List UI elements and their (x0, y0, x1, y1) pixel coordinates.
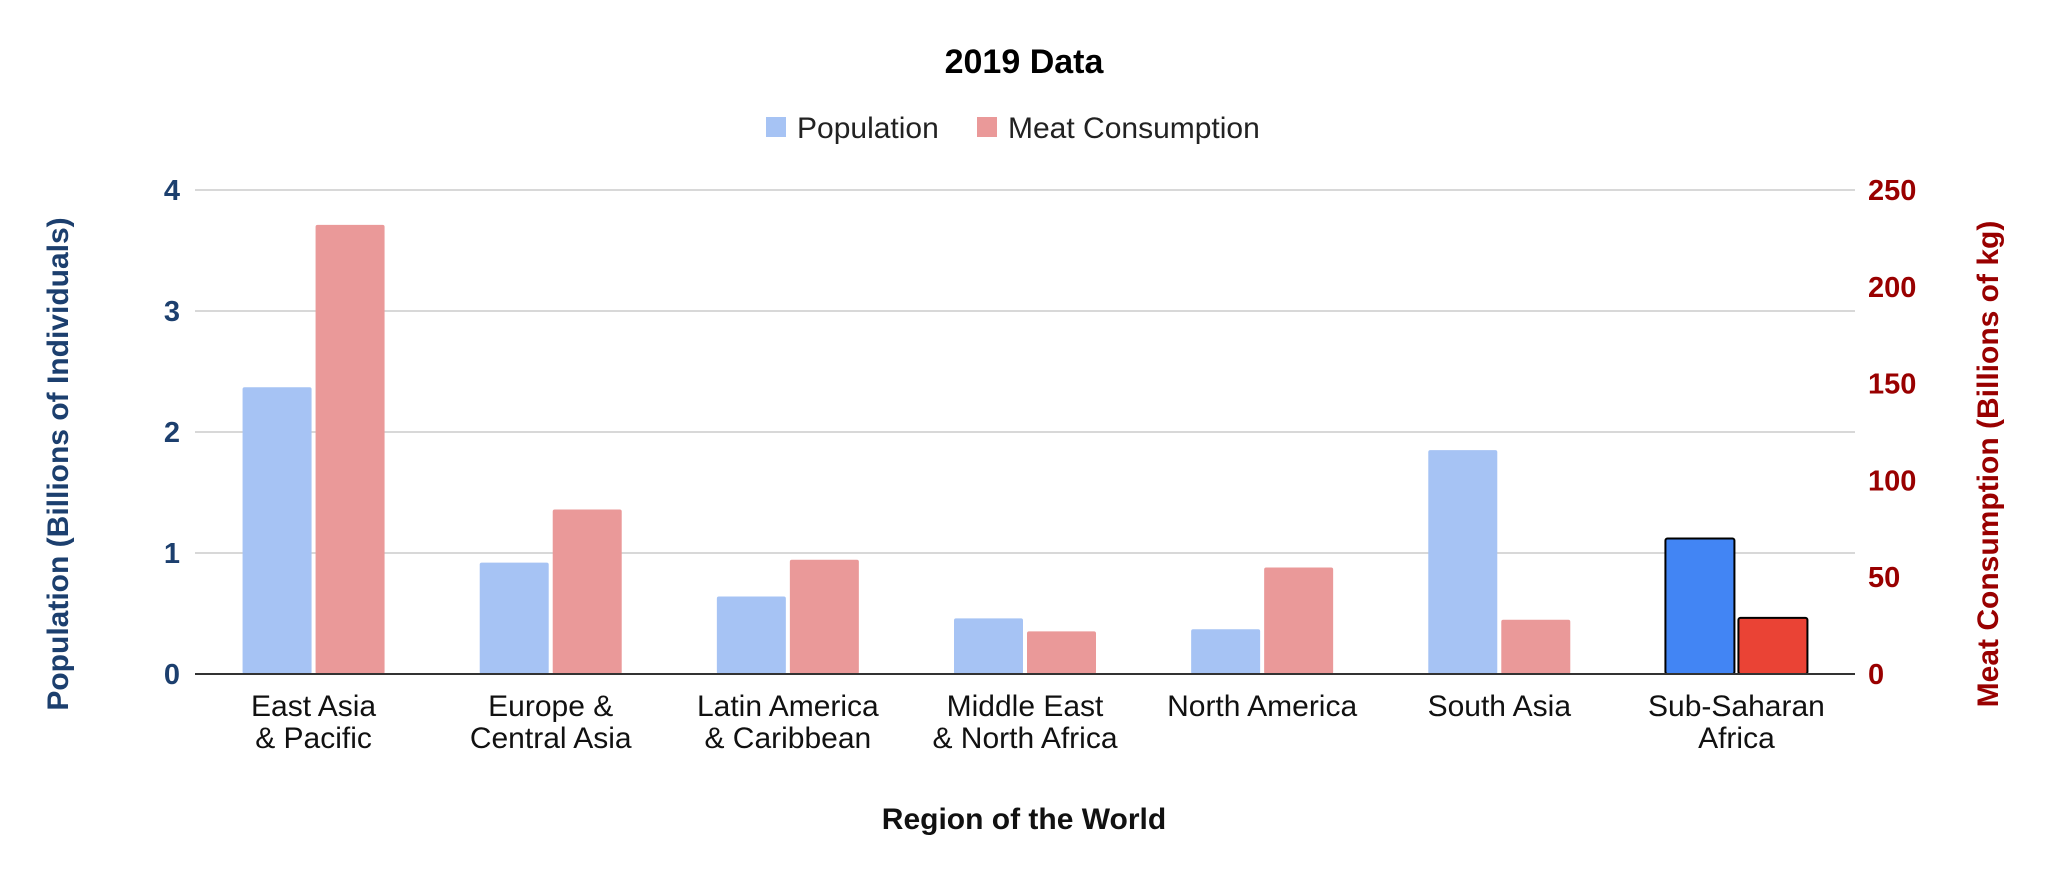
category-label: Latin America & Caribbean (697, 690, 879, 755)
legend-swatch-population (766, 117, 786, 137)
right-axis-ticks: 0 50 100 150 200 250 (1868, 175, 1916, 691)
right-axis-title: Meat Consumption (Billions of kg) (1972, 221, 2005, 708)
bar-population-6 (1664, 537, 1736, 675)
bar-meat-consumption-0 (315, 224, 385, 674)
right-tick-label: 100 (1868, 465, 1916, 497)
bar-population-3 (954, 618, 1023, 674)
chart-title: 2019 Data (945, 43, 1105, 81)
category-labels: East Asia & Pacific Europe & Central Asia La… (251, 690, 1825, 755)
bar-meat-consumption-3 (1027, 631, 1096, 674)
bar-meat-consumption-1 (552, 509, 622, 674)
x-axis-title: Region of the World (882, 803, 1166, 836)
bar-meat-consumption-5 (1501, 619, 1571, 674)
left-tick-label: 1 (164, 538, 180, 570)
right-tick-label: 0 (1868, 659, 1884, 691)
bars (242, 224, 1809, 676)
legend-swatch-meat-consumption (977, 117, 997, 137)
right-tick-label: 150 (1868, 369, 1916, 401)
right-tick-label: 50 (1868, 562, 1900, 594)
category-label: North America (1167, 690, 1357, 723)
right-tick-label: 250 (1868, 175, 1916, 207)
gridlines (195, 189, 1855, 554)
bar-population-2 (716, 596, 786, 674)
bar-meat-consumption-2 (789, 559, 859, 674)
left-tick-label: 3 (164, 296, 180, 328)
category-label: Middle East & North Africa (932, 690, 1117, 755)
category-label: East Asia & Pacific (251, 690, 376, 755)
bar-meat-consumption-6 (1737, 616, 1809, 676)
bar-population-4 (1191, 629, 1261, 674)
bar-population-0 (242, 387, 312, 674)
bar-meat-consumption-4 (1264, 567, 1334, 674)
left-tick-label: 0 (164, 659, 180, 691)
legend-label-meat-consumption: Meat Consumption (1008, 112, 1260, 145)
bar-population-5 (1428, 450, 1498, 674)
left-axis-ticks: 0 1 2 3 4 (164, 175, 180, 691)
left-tick-label: 4 (164, 175, 180, 207)
left-tick-label: 2 (164, 417, 180, 449)
bar-population-1 (479, 562, 549, 674)
left-axis-title: Population (Billions of Individuals) (42, 217, 75, 710)
legend-label-population: Population (797, 112, 939, 145)
right-tick-label: 200 (1868, 272, 1916, 304)
category-label: Europe & Central Asia (470, 690, 632, 755)
category-label: South Asia (1428, 690, 1572, 723)
category-label: Sub-Saharan Africa (1648, 690, 1825, 755)
legend: Population Meat Consumption (766, 112, 1260, 145)
